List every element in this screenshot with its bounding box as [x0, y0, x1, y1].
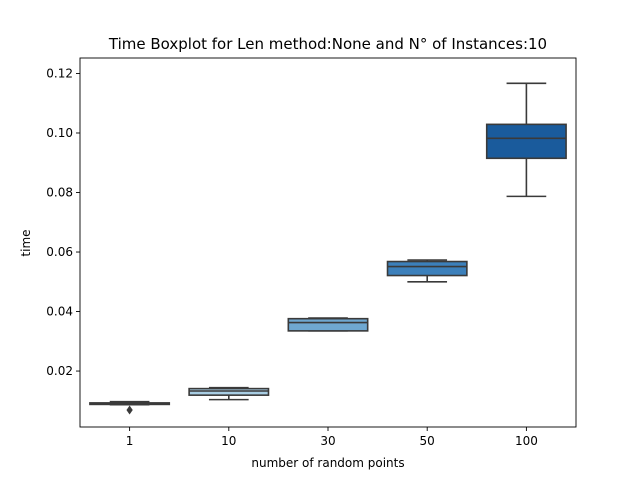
y-tick-label-0: 0.02 [46, 364, 73, 378]
chart-title: Time Boxplot for Len method:None and N° … [108, 35, 547, 53]
box-30-iqr-box [287, 317, 369, 332]
box-1-flier-0 [126, 405, 133, 415]
plot-area: 0.02 0.04 0.06 0.08 0.10 0.12 1 10 30 50 100 [46, 57, 577, 448]
x-tick-label-10: 10 [221, 434, 236, 448]
box-100-iqr-box [485, 123, 567, 160]
x-tick-label-100: 100 [515, 434, 538, 448]
x-axis-label: number of random points [251, 456, 404, 470]
y-axis-label: time [19, 229, 33, 256]
y-tick-label-4: 0.10 [46, 126, 73, 140]
x-tick-label-50: 50 [420, 434, 435, 448]
y-tick-label-3: 0.08 [46, 186, 73, 200]
plot-frame [79, 57, 577, 428]
box-50-iqr-box [386, 260, 468, 277]
y-tick-label-5: 0.12 [46, 66, 73, 80]
y-tick-label-1: 0.04 [46, 305, 73, 319]
y-tick-label-2: 0.06 [46, 245, 73, 259]
x-tick-label-1: 1 [126, 434, 134, 448]
x-tick-label-30: 30 [320, 434, 335, 448]
box-10-iqr-box [188, 387, 270, 396]
